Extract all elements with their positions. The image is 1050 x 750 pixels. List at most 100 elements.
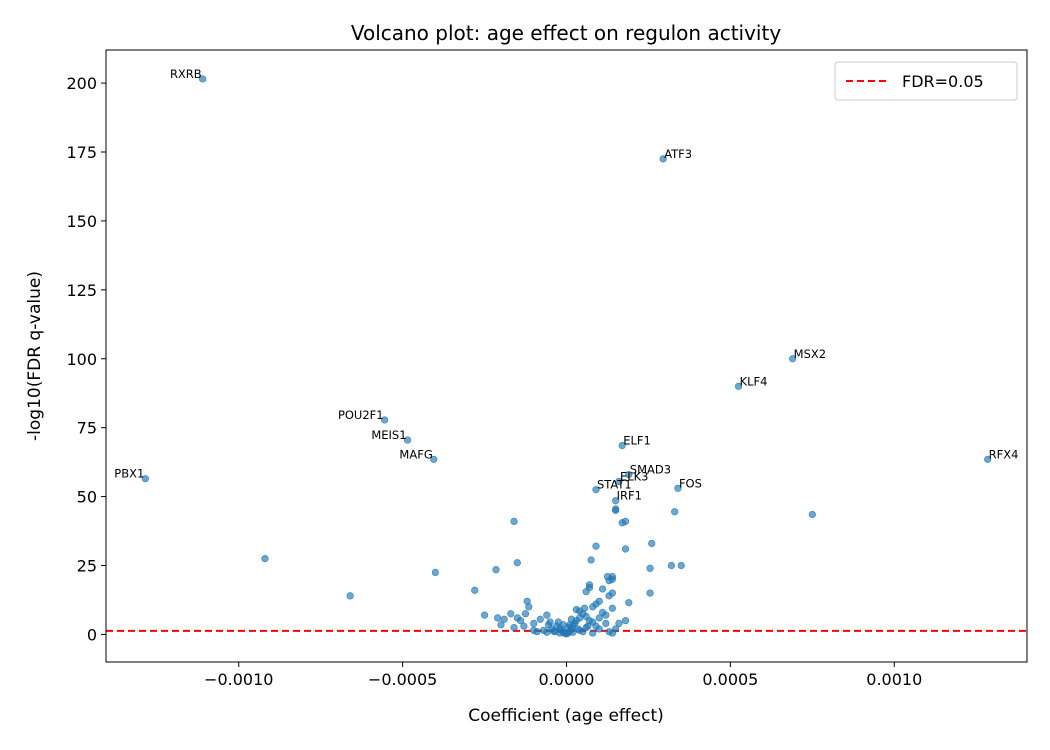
data-point <box>497 621 505 629</box>
data-point <box>618 441 626 450</box>
y-tick-label: 150 <box>66 212 97 231</box>
data-point <box>608 629 616 637</box>
data-point <box>592 486 600 494</box>
point-label-meis1: MEIS1 <box>371 428 406 442</box>
data-point <box>523 597 531 605</box>
y-tick-label: 50 <box>77 488 97 507</box>
data-point <box>517 617 525 625</box>
data-point <box>598 585 607 593</box>
legend: FDR=0.05 <box>834 61 1018 101</box>
y-tick-label: 25 <box>77 557 97 576</box>
plot-area <box>106 50 1027 662</box>
point-label-elf1: ELF1 <box>623 434 651 448</box>
data-point <box>674 484 682 492</box>
data-point <box>549 627 557 635</box>
y-tick-label: 125 <box>66 281 97 300</box>
data-point <box>492 566 500 574</box>
data-point <box>507 610 515 618</box>
data-point <box>510 623 518 632</box>
data-point <box>612 497 620 505</box>
point-label-fos: FOS <box>679 476 702 490</box>
data-point <box>603 572 612 581</box>
point-label-klf4: KLF4 <box>740 374 768 388</box>
data-point <box>808 510 816 519</box>
data-point <box>667 561 675 570</box>
data-point <box>430 455 438 463</box>
data-point <box>543 628 551 636</box>
point-labels-layer: RXRB ATF3 MSX2 KLF4 POU2F1 MEIS1 ELF1 RFX4 MAFG P… <box>114 67 1018 503</box>
data-point <box>587 556 595 564</box>
point-label-rfx4: RFX4 <box>989 447 1019 461</box>
data-point <box>608 604 616 612</box>
data-point <box>521 610 530 618</box>
data-point <box>621 617 630 625</box>
data-point <box>536 615 544 623</box>
data-point <box>513 559 521 567</box>
point-label-msx2: MSX2 <box>794 347 826 361</box>
data-point <box>584 622 592 630</box>
y-tick-label: 200 <box>66 74 97 93</box>
data-point <box>431 568 439 577</box>
point-label-atf3: ATF3 <box>664 147 692 161</box>
x-axis: −0.0010 −0.0005 0.0000 0.0005 0.0010 <box>204 662 922 689</box>
data-point <box>984 455 992 463</box>
y-tick-label: 75 <box>77 419 97 438</box>
data-point <box>480 611 489 619</box>
y-axis: 0 25 50 75 100 125 150 175 200 <box>66 74 106 644</box>
data-point <box>589 629 597 637</box>
data-point <box>602 611 610 619</box>
data-point <box>556 629 564 637</box>
point-label-pou2f1: POU2F1 <box>338 408 384 422</box>
data-point <box>543 611 551 619</box>
data-point <box>671 508 679 516</box>
data-point <box>625 599 633 607</box>
data-point <box>615 477 623 486</box>
data-point <box>380 416 389 424</box>
data-point <box>621 545 630 553</box>
data-point <box>595 614 603 622</box>
x-tick-label: 0.0005 <box>702 670 758 689</box>
data-point <box>530 626 538 634</box>
y-tick-label: 175 <box>66 143 97 162</box>
data-point <box>589 603 597 611</box>
data-point <box>574 625 582 633</box>
data-point <box>520 622 528 630</box>
point-label-pbx1: PBX1 <box>114 467 144 481</box>
data-point <box>618 519 626 527</box>
data-point <box>510 517 518 526</box>
point-label-smad3: SMAD3 <box>630 463 671 477</box>
data-point <box>546 618 554 626</box>
data-point <box>559 621 567 629</box>
points-layer <box>141 75 992 638</box>
data-point <box>646 564 654 572</box>
x-tick-label: 0.0010 <box>866 670 922 689</box>
data-point <box>677 561 685 570</box>
legend-threshold-label: FDR=0.05 <box>902 72 984 91</box>
data-point <box>612 505 620 513</box>
x-tick-label: −0.0010 <box>204 670 273 689</box>
data-point <box>569 628 577 636</box>
data-point <box>494 614 502 622</box>
y-tick-label: 100 <box>66 350 97 369</box>
data-point <box>734 382 743 390</box>
data-point <box>648 539 656 548</box>
data-point <box>615 619 623 628</box>
data-point <box>646 589 654 597</box>
data-point <box>141 475 149 483</box>
legend-box <box>834 61 1018 101</box>
data-point <box>605 592 613 600</box>
y-axis-label: -log10(FDR q-value) <box>25 271 45 441</box>
x-tick-label: −0.0005 <box>368 670 437 689</box>
data-point <box>471 586 479 594</box>
data-point <box>530 619 538 628</box>
point-label-rxrb: RXRB <box>170 67 202 81</box>
point-label-irf1: IRF1 <box>617 489 642 503</box>
data-point <box>595 625 603 633</box>
point-label-elk3: ELK3 <box>620 469 649 483</box>
point-label-stat1: STAT1 <box>597 478 632 492</box>
data-point <box>403 436 412 444</box>
x-axis-label: Coefficient (age effect) <box>468 706 664 726</box>
x-tick-label: 0.0000 <box>539 670 595 689</box>
point-label-mafg: MAFG <box>399 447 432 461</box>
